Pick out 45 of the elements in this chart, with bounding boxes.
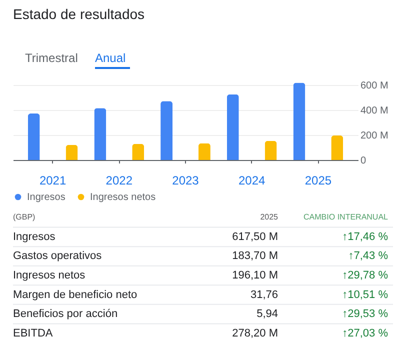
text: 617,50 M xyxy=(232,230,278,243)
chart-title: Estado de resultados xyxy=(13,6,145,22)
text: 278,20 M xyxy=(232,327,278,340)
legend-label: Ingresos xyxy=(27,192,66,203)
legend-label: Ingresos netos xyxy=(90,192,156,203)
text: CAMBIO INTERANUAL xyxy=(304,212,389,222)
y-tick-label: 0 xyxy=(360,156,366,166)
y-tick-label: 400 M xyxy=(360,106,388,116)
text: ↑29,78 % xyxy=(342,270,388,282)
x-tick-label: 2025 xyxy=(304,174,332,188)
y-tick-label: 200 M xyxy=(360,130,388,142)
bar xyxy=(94,108,106,160)
text: ↑29,53 % xyxy=(342,308,388,320)
bar xyxy=(226,94,239,160)
text: Ingresos xyxy=(13,230,56,243)
y-tick-label: 600 M xyxy=(360,80,388,92)
text: (GBP) xyxy=(13,212,36,222)
bar xyxy=(331,136,344,160)
text: Margen de beneficio neto xyxy=(13,288,138,301)
text: Ingresos netos xyxy=(13,270,86,282)
bar xyxy=(264,140,277,160)
text: Gastos operativos xyxy=(13,250,102,262)
bar xyxy=(198,143,210,160)
x-tick-label: 2022 xyxy=(106,174,133,188)
bar xyxy=(293,82,306,160)
text: EBITDA xyxy=(13,327,54,340)
text: 183,70 M xyxy=(232,250,278,262)
x-tick-label: 2023 xyxy=(172,174,200,188)
text: 2025 xyxy=(260,212,279,222)
bar xyxy=(66,144,78,160)
x-tick-label: 2024 xyxy=(238,174,266,188)
text: 31,76 xyxy=(250,288,278,301)
text: ↑10,51 % xyxy=(342,288,388,301)
bar xyxy=(28,114,40,160)
bar xyxy=(132,144,144,160)
text: Beneficios por acción xyxy=(13,308,118,320)
text: Anual xyxy=(95,51,126,65)
x-tick-label: 2021 xyxy=(39,174,66,188)
text: Trimestral xyxy=(25,51,78,65)
text: 5,94 xyxy=(256,308,278,320)
text: ↑27,03 % xyxy=(342,327,388,340)
bar xyxy=(160,101,173,160)
text: ↑17,46 % xyxy=(342,230,388,243)
text: ↑7,43 % xyxy=(348,250,388,262)
text: 196,10 M xyxy=(232,270,278,282)
